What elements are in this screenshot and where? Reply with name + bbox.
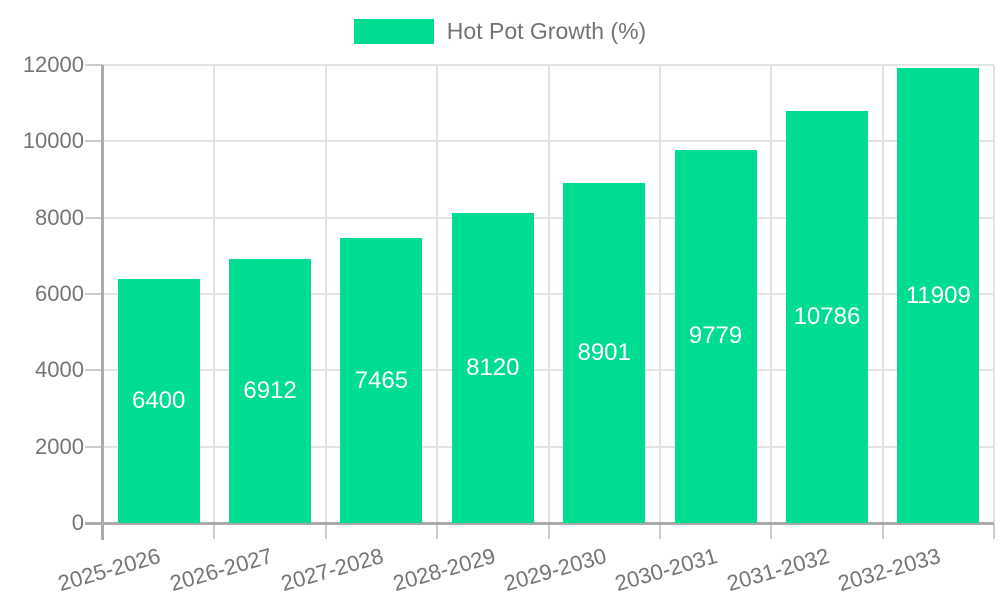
x-tick-label: 2026-2027: [166, 543, 275, 597]
x-axis-tick: [881, 524, 884, 539]
bar: 6912: [229, 259, 312, 523]
bar-value-label: 10786: [793, 303, 861, 331]
x-axis-tick: [547, 524, 550, 539]
bar-value-label: 11909: [905, 281, 971, 309]
x-tick-label: 2025-2026: [55, 543, 164, 597]
x-gridline: [547, 65, 550, 523]
y-axis-tick: [85, 293, 103, 295]
x-gridline: [658, 65, 661, 523]
y-axis-tick: [85, 216, 103, 219]
y-tick-label: 4000: [35, 357, 84, 383]
bar: 10786: [785, 111, 868, 523]
legend-label: Hot Pot Growth (%): [446, 18, 647, 44]
bar-value-label: 6400: [131, 386, 186, 414]
bar: 11909: [897, 68, 980, 523]
bar: 7465: [340, 238, 423, 523]
x-tick-label: 2027-2028: [278, 543, 387, 597]
x-axis-tick: [213, 524, 216, 539]
x-tick-label: 2032-2033: [835, 543, 944, 597]
y-tick-label: 8000: [35, 204, 84, 230]
bar-value-label: 7465: [354, 366, 409, 394]
y-tick-label: 12000: [22, 52, 84, 77]
x-tick-label: 2029-2030: [501, 543, 610, 597]
legend-swatch: [353, 19, 434, 44]
y-axis-tick: [85, 445, 103, 448]
x-axis-tick: [770, 524, 773, 539]
x-tick-label: 2031-2032: [723, 543, 832, 597]
bar: 8901: [563, 183, 646, 523]
y-axis-tick: [85, 140, 103, 143]
x-gridline: [881, 65, 884, 523]
bar-value-label: 9779: [688, 322, 743, 350]
y-tick-label: 10000: [22, 128, 84, 154]
bar-value-label: 8120: [466, 354, 520, 382]
y-axis-tick: [85, 64, 103, 66]
x-tick-label: 2028-2029: [389, 543, 498, 597]
bar: 6400: [117, 278, 200, 523]
x-gridline: [213, 65, 216, 523]
y-tick-label: 0: [71, 510, 84, 535]
x-gridline: [436, 65, 439, 523]
y-tick-label: 6000: [35, 281, 84, 306]
x-axis-tick: [993, 524, 995, 539]
x-gridline: [324, 65, 327, 523]
legend: Hot Pot Growth (%): [0, 19, 1000, 44]
bar: 9779: [674, 149, 757, 523]
x-gridline: [993, 65, 995, 523]
x-axis-tick: [324, 524, 327, 539]
bar-value-label: 6912: [243, 377, 297, 405]
x-gridline: [770, 65, 773, 523]
y-axis-line: [101, 65, 104, 540]
x-axis-line: [85, 522, 994, 525]
x-axis-tick: [436, 524, 439, 539]
y-axis-tick: [85, 369, 103, 372]
bar-value-label: 8901: [577, 339, 631, 367]
y-tick-label: 2000: [35, 433, 84, 459]
bar: 8120: [451, 213, 534, 523]
x-axis-tick: [658, 524, 661, 539]
x-tick-label: 2030-2031: [612, 543, 721, 597]
